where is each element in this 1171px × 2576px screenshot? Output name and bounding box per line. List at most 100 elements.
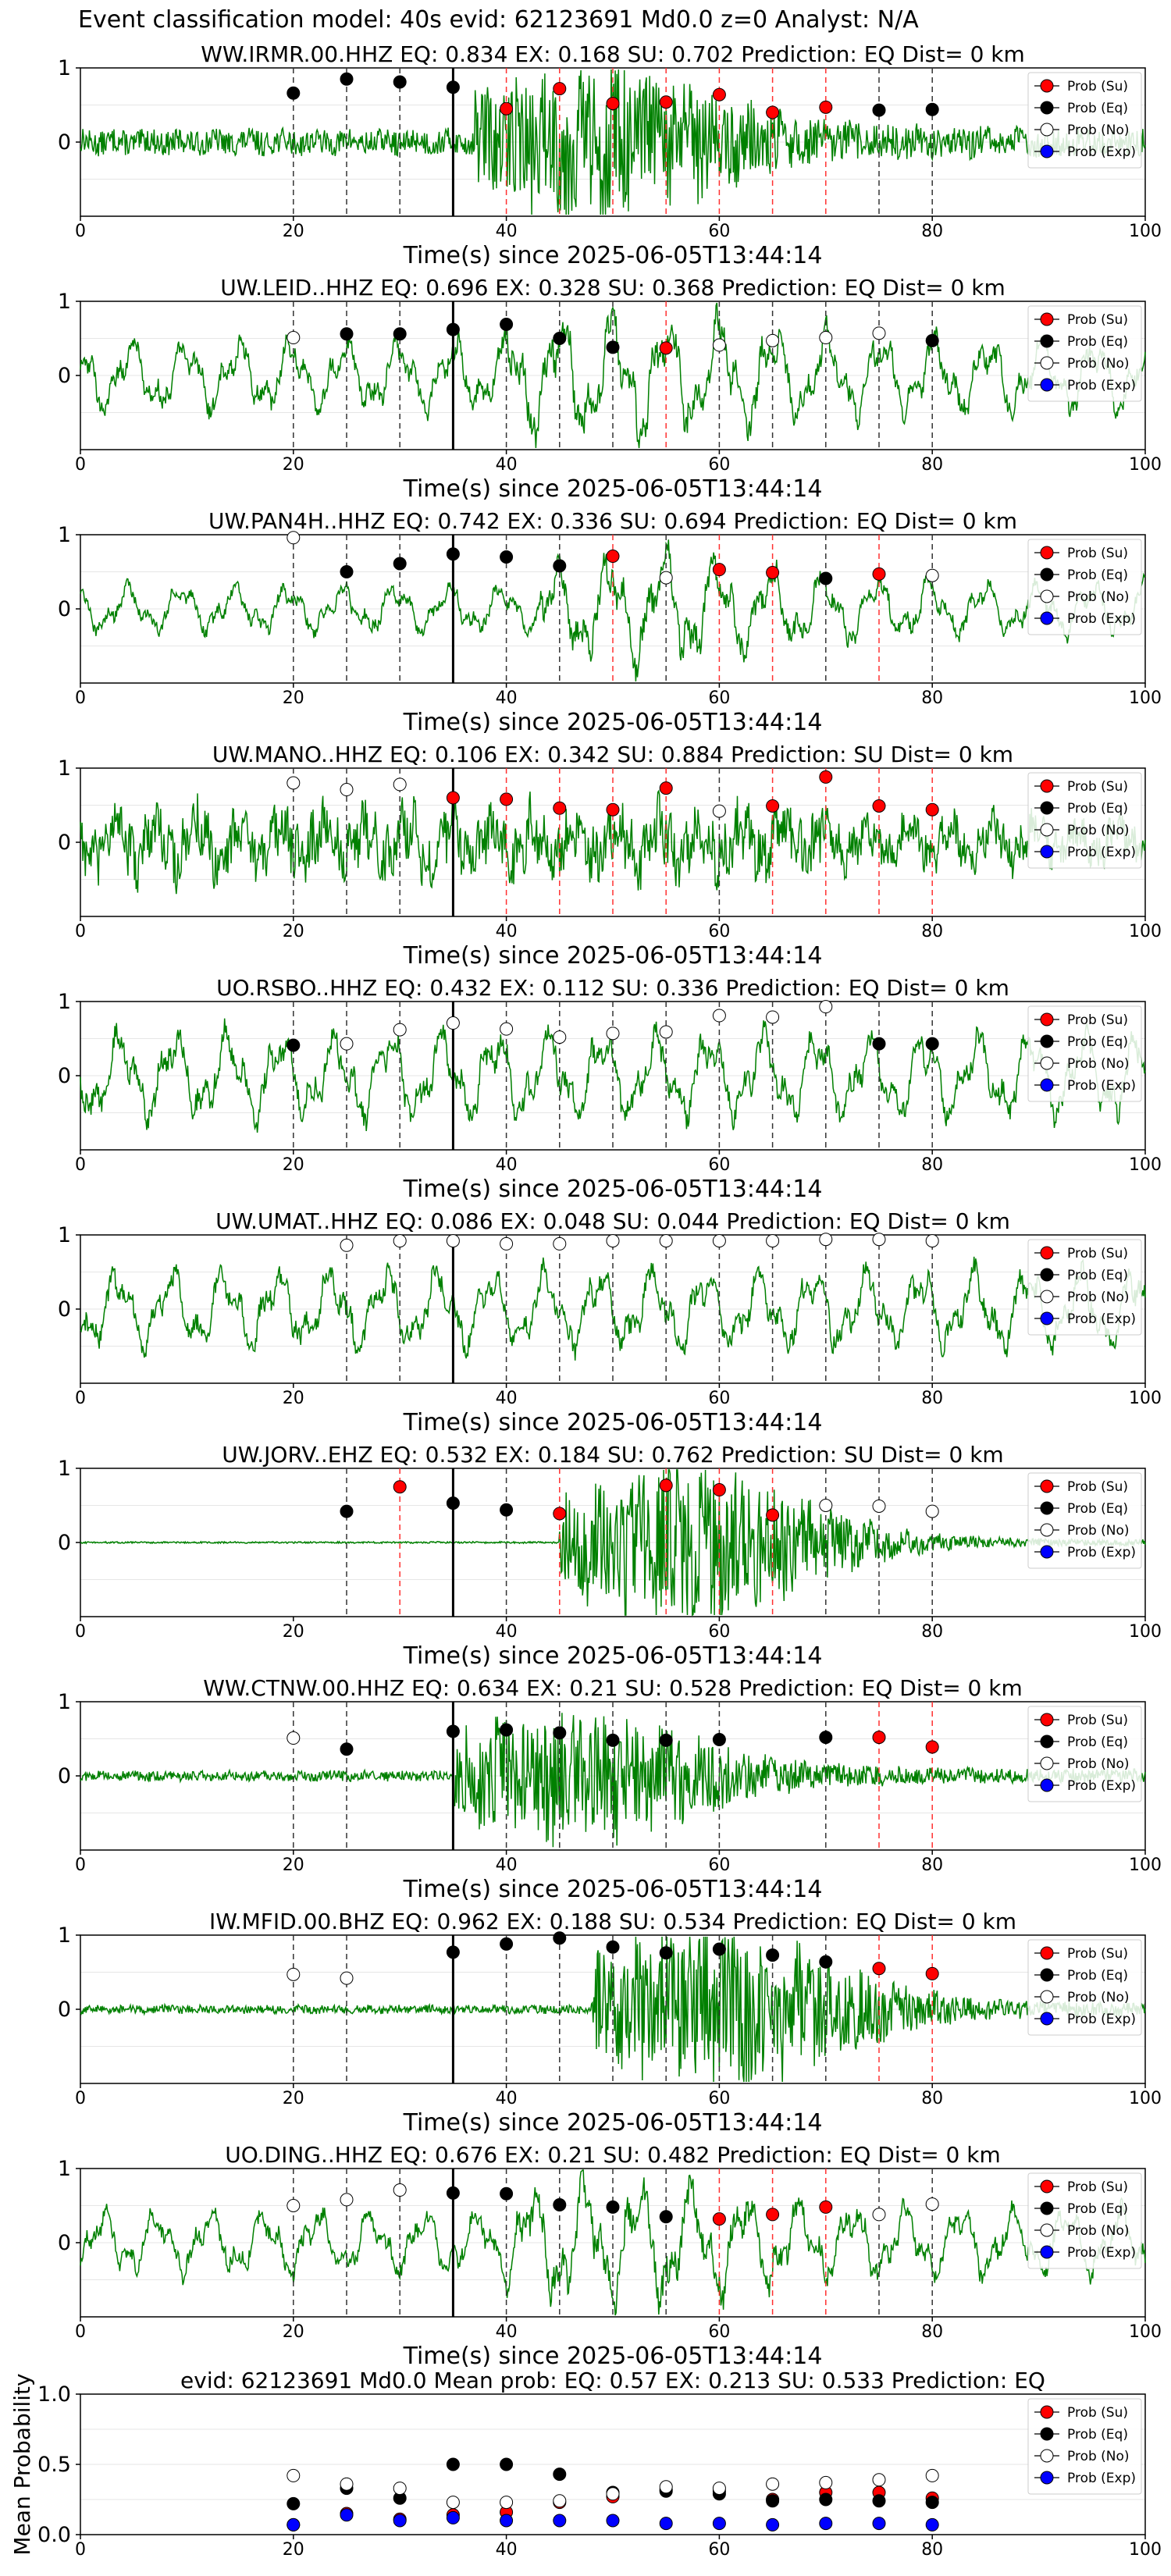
prob-marker (287, 1731, 301, 1745)
x-tick-label: 0 (75, 222, 86, 241)
legend-label: Prob (Exp) (1067, 144, 1136, 160)
prob-marker (925, 2197, 939, 2211)
legend-label: Prob (Eq) (1067, 801, 1128, 817)
legend-label: Prob (Su) (1067, 1246, 1128, 1261)
legend-marker (1040, 334, 1054, 348)
legend-marker (1040, 144, 1054, 158)
x-tick-label: 0 (75, 2322, 86, 2342)
prob-marker (287, 2199, 301, 2212)
y-tick-label: 0 (58, 130, 71, 155)
legend-marker (1040, 1523, 1054, 1537)
prob-marker (872, 799, 886, 813)
prob-marker (925, 1740, 939, 1754)
x-axis-label: Time(s) since 2025-06-05T13:44:14 (403, 1176, 823, 1203)
waveform-trace (80, 1256, 1146, 1361)
x-tick-label: 100 (1129, 2322, 1162, 2342)
x-tick-label: 0 (75, 688, 86, 708)
prob-marker (766, 1234, 780, 1248)
mean-prob-marker (446, 2457, 460, 2471)
prob-marker (659, 341, 673, 355)
legend-marker (1040, 1290, 1054, 1304)
y-tick-label: 1 (58, 1923, 71, 1948)
legend-marker (1040, 2427, 1054, 2441)
prob-marker (500, 792, 514, 806)
x-tick-label: 20 (283, 2322, 304, 2342)
legend-marker (1040, 1968, 1054, 1982)
prob-marker (340, 72, 354, 86)
mean-prob-marker (659, 2517, 673, 2531)
x-axis-label: Time(s) since 2025-06-05T13:44:14 (403, 2109, 823, 2137)
x-axis-label: Time(s) since 2025-06-05T13:44:14 (403, 242, 823, 269)
x-tick-label: 100 (1129, 455, 1162, 475)
prob-marker (872, 326, 886, 340)
prob-marker (553, 82, 567, 96)
legend-marker (1040, 123, 1054, 137)
legend-marker (1040, 1946, 1054, 1960)
panel-title: UW.PAN4H..HHZ EQ: 0.742 EX: 0.336 SU: 0.… (208, 508, 1017, 534)
prob-marker (393, 327, 407, 341)
prob-marker (819, 770, 833, 784)
legend-label: Prob (Eq) (1067, 2201, 1128, 2217)
legend-label: Prob (Exp) (1067, 1311, 1136, 1327)
x-tick-label: 0 (75, 1622, 86, 1642)
legend-marker (1040, 1246, 1054, 1260)
legend-label: Prob (No) (1067, 1056, 1130, 1072)
prob-marker (340, 1504, 354, 1518)
legend-label: Prob (Su) (1067, 312, 1128, 328)
legend-box (1027, 2172, 1142, 2269)
prob-marker (500, 101, 514, 116)
panel-title: UW.LEID..HHZ EQ: 0.696 EX: 0.328 SU: 0.3… (220, 275, 1005, 301)
legend-box (1027, 1939, 1142, 2036)
legend-label: Prob (No) (1067, 123, 1130, 138)
legend-box (1027, 772, 1142, 869)
legend-marker (1040, 356, 1054, 370)
legend-marker (1040, 1713, 1054, 1727)
x-tick-label: 80 (921, 455, 943, 475)
x-tick-label: 100 (1129, 2089, 1162, 2108)
x-tick-label: 40 (496, 2089, 518, 2108)
prob-marker (393, 557, 407, 571)
legend-label: Prob (No) (1067, 1290, 1130, 1305)
prob-marker (606, 550, 620, 564)
y-tick-label: 1 (58, 523, 71, 547)
legend-marker (1040, 801, 1054, 815)
x-tick-label: 40 (496, 222, 518, 241)
prob-marker (287, 531, 301, 545)
x-tick-label: 60 (708, 222, 730, 241)
mean-prob-marker (500, 2496, 514, 2510)
panel-title: UW.MANO..HHZ EQ: 0.106 EX: 0.342 SU: 0.8… (212, 742, 1013, 767)
x-tick-label: 100 (1129, 1155, 1162, 1175)
prob-marker (659, 571, 673, 585)
prob-marker (500, 1022, 514, 1036)
legend-marker (1040, 1778, 1054, 1792)
x-tick-label: 60 (708, 2540, 730, 2560)
y-tick-label: 0 (58, 1531, 71, 1555)
prob-marker (766, 333, 780, 347)
legend-label: Prob (No) (1067, 1523, 1130, 1539)
panel-title: UO.DING..HHZ EQ: 0.676 EX: 0.21 SU: 0.48… (225, 2142, 1001, 2168)
mean-prob-marker (925, 2468, 939, 2482)
x-tick-label: 20 (283, 1856, 304, 1875)
mean-prob-marker (287, 2517, 301, 2532)
legend-marker (1040, 1078, 1054, 1092)
prob-marker (446, 1496, 460, 1510)
x-tick-label: 80 (921, 1622, 943, 1642)
panel-title: UW.UMAT..HHZ EQ: 0.086 EX: 0.048 SU: 0.0… (215, 1208, 1010, 1234)
x-tick-label: 100 (1129, 1856, 1162, 1875)
legend-label: Prob (Exp) (1067, 1078, 1136, 1094)
legend-box (1027, 2398, 1142, 2495)
legend-label: Prob (No) (1067, 1990, 1130, 2005)
prob-marker (925, 802, 939, 817)
x-tick-label: 100 (1129, 1389, 1162, 1408)
prob-marker (287, 1038, 301, 1052)
x-tick-label: 60 (708, 1856, 730, 1875)
mean-prob-marker (766, 2494, 780, 2508)
prob-marker (446, 322, 460, 336)
y-tick-label: 1.0 (37, 2382, 71, 2407)
prob-marker (872, 1731, 886, 1745)
x-tick-label: 100 (1129, 2540, 1162, 2560)
x-tick-label: 60 (708, 1155, 730, 1175)
legend-label: Prob (Su) (1067, 1012, 1128, 1028)
x-axis-label: Time(s) since 2025-06-05T13:44:14 (403, 942, 823, 970)
x-tick-label: 80 (921, 2540, 943, 2560)
